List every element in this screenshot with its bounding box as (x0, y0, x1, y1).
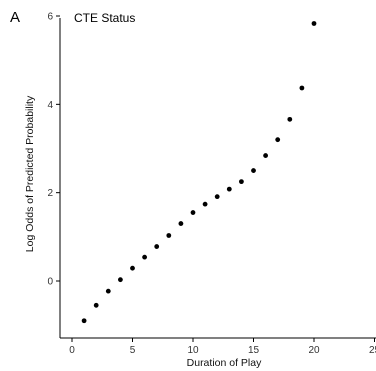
y-ticks: 0 2 4 6 (47, 12, 60, 288)
data-point (166, 233, 172, 238)
x-tick-label: 25 (369, 345, 376, 356)
y-tick-label: 0 (47, 277, 53, 288)
data-point (214, 194, 220, 200)
x-tick-label: 15 (248, 345, 260, 356)
x-ticks: 0 5 10 15 20 25 (69, 338, 376, 356)
x-tick-label: 0 (69, 345, 75, 356)
data-point (251, 168, 256, 173)
data-point (142, 254, 148, 260)
x-tick-label: 20 (308, 345, 320, 356)
x-axis-label: Duration of Play (187, 357, 262, 369)
y-tick-label: 2 (47, 188, 53, 199)
x-tick-label: 5 (130, 345, 136, 356)
data-point (130, 265, 135, 271)
data-point (178, 221, 184, 226)
data-point (299, 85, 305, 91)
data-point (105, 288, 111, 294)
data-points (81, 21, 317, 324)
y-tick-label: 4 (47, 100, 53, 111)
data-point (81, 318, 87, 324)
data-point (226, 186, 232, 192)
panel-label: A (10, 9, 20, 26)
y-tick-label: 6 (47, 12, 53, 23)
data-point (287, 116, 293, 122)
data-point (93, 302, 99, 308)
data-point (154, 244, 160, 249)
x-tick-label: 10 (187, 345, 199, 356)
chart-title: CTE Status (74, 11, 135, 25)
data-point (263, 153, 268, 158)
data-point (311, 21, 317, 26)
y-axis-label: Log Odds of Predicted Probability (24, 95, 36, 252)
data-point (118, 277, 123, 283)
data-point (190, 210, 196, 215)
data-point (239, 179, 244, 185)
data-point (275, 137, 281, 143)
data-point (202, 201, 208, 207)
